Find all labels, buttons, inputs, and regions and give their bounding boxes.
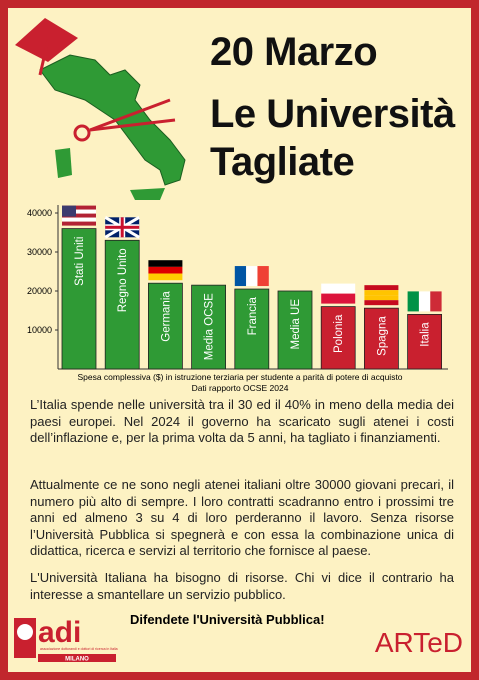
flag-stripe xyxy=(148,260,183,267)
flag-stripe xyxy=(430,291,442,312)
adi-city-bar xyxy=(38,654,116,662)
bar-label: Spagna xyxy=(376,316,388,356)
bar xyxy=(407,313,443,370)
flag-stripe xyxy=(234,266,247,287)
sicily xyxy=(130,188,165,200)
y-tick-label: 30000 xyxy=(27,247,52,257)
scissors-handle xyxy=(73,124,91,142)
bar xyxy=(104,239,140,370)
bar xyxy=(61,228,97,370)
adi-logo-sub: associazione dottorandi e dottori di ric… xyxy=(40,647,118,651)
paragraph: L’Italia spende nelle università tra il … xyxy=(30,397,454,445)
tassel xyxy=(38,39,50,76)
title-line: Tagliate xyxy=(210,140,355,184)
arted-logo: ARTeD xyxy=(375,627,463,658)
title-line: Le Università xyxy=(210,92,455,136)
bar-label: Media OCSE xyxy=(204,293,216,360)
scissors xyxy=(89,98,171,132)
flag-stripe xyxy=(257,266,269,287)
flag-stripe xyxy=(321,293,356,304)
bar-label: Italia xyxy=(420,322,432,347)
adi-city: MILANO xyxy=(65,657,89,663)
bar xyxy=(363,307,399,370)
scissors xyxy=(89,118,176,132)
chart-caption: Spesa complessiva ($) in istruzione terz… xyxy=(77,372,402,382)
flag-stripe xyxy=(62,209,96,214)
bar xyxy=(147,282,183,370)
flag-stripe xyxy=(407,291,419,312)
bar xyxy=(234,288,270,370)
flag-canton xyxy=(62,205,76,217)
paragraph: L'Università Italiana ha bisogno di riso… xyxy=(30,570,454,602)
y-tick-label: 40000 xyxy=(27,208,52,218)
y-tick-label: 20000 xyxy=(27,286,52,296)
flag-stripe xyxy=(321,283,356,294)
sardinia xyxy=(55,148,72,178)
flag-stripe xyxy=(62,217,96,222)
adi-logo-apple xyxy=(17,624,33,640)
flag-stripe xyxy=(62,221,96,226)
bar xyxy=(320,306,356,370)
flag-stripe xyxy=(62,205,96,210)
flag-cross xyxy=(105,225,140,229)
bar-label: Germania xyxy=(160,291,172,342)
flag-stripe xyxy=(148,273,183,281)
flag-stripe xyxy=(364,300,399,306)
flag-stripe xyxy=(148,266,183,274)
paragraph: Attualmente ce ne sono negli atenei ital… xyxy=(30,477,454,558)
italy-map xyxy=(39,54,186,186)
bar xyxy=(191,284,227,370)
bar-label: Francia xyxy=(247,296,259,335)
flag-stripe xyxy=(364,295,399,301)
bar-label: Regno Unito xyxy=(117,248,129,312)
adi-logo: adi xyxy=(38,616,81,649)
flag-stripe xyxy=(246,266,258,287)
bar-label: Media UE xyxy=(290,299,302,350)
slogan: Difendete l'Università Pubblica! xyxy=(130,612,325,627)
flag-stripe xyxy=(364,285,399,291)
bar-label: Stati Uniti xyxy=(74,237,86,286)
flag-stripe xyxy=(364,290,399,296)
bar-label: Polonia xyxy=(333,314,345,353)
flag-stripe xyxy=(418,291,431,312)
chart-caption: Dati rapporto OCSE 2024 xyxy=(192,383,289,393)
bar xyxy=(277,290,313,370)
flag-stripe xyxy=(62,213,96,218)
title-line: 20 Marzo xyxy=(210,30,378,74)
y-tick-label: 10000 xyxy=(27,325,52,335)
